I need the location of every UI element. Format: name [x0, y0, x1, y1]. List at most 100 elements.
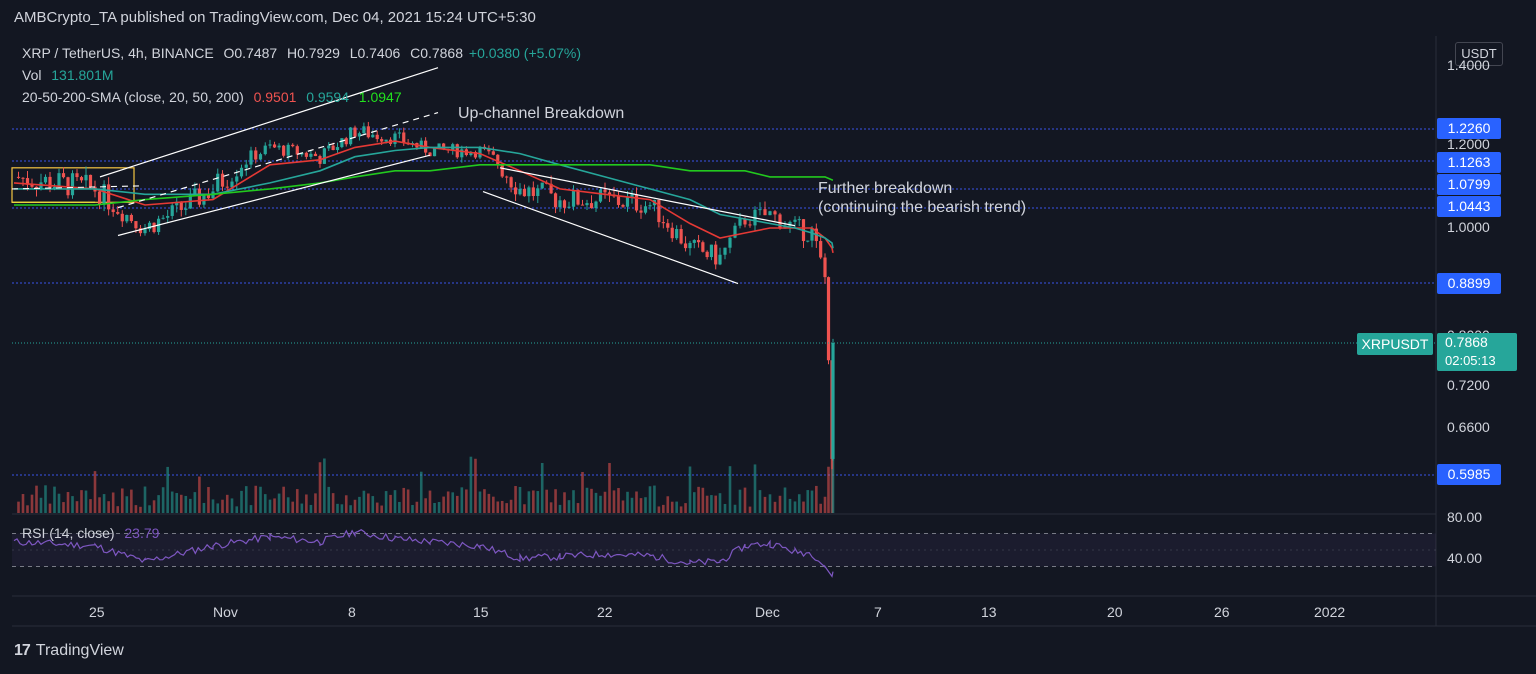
volume-bar [518, 486, 522, 513]
candle-body [295, 146, 299, 155]
volume-bar [778, 495, 782, 513]
candle-body [576, 189, 580, 205]
candle-body [327, 145, 331, 149]
volume-bar [815, 485, 818, 513]
candle-body [675, 229, 679, 239]
candle-body [134, 221, 138, 229]
rsi-tick-40: 40.00 [1447, 550, 1483, 566]
level-badge-4[interactable]: 1.0443 [1437, 196, 1501, 217]
legend-symbol[interactable]: XRP / TetherUS, 4h, BINANCE [22, 45, 214, 61]
time-tick-3: 8 [348, 604, 356, 620]
volume-bar [500, 500, 504, 513]
candle-body [397, 132, 401, 134]
volume-bar [277, 493, 281, 513]
volume-bar [437, 502, 441, 513]
volume-bar [384, 491, 388, 513]
volume-bar [139, 506, 142, 513]
candle-body [175, 201, 179, 206]
volume-bar [71, 496, 74, 513]
volume-bar [161, 487, 165, 513]
sma-line-3 [14, 164, 834, 206]
candle-body [239, 167, 244, 177]
volume-bar [701, 487, 705, 513]
volume-bar [75, 501, 79, 513]
symbol-badge[interactable]: XRPUSDT [1357, 333, 1433, 355]
legend-symbol-row: XRP / TetherUS, 4h, BINANCE O0.7487 H0.7… [22, 45, 583, 61]
volume-bar [30, 494, 34, 513]
rsi-label[interactable]: RSI (14, close) [22, 525, 115, 541]
volume-bar [221, 499, 224, 513]
volume-bar [331, 493, 335, 513]
plot-area[interactable] [12, 36, 1436, 626]
up-channel-top [99, 67, 439, 178]
volume-bar [514, 486, 517, 513]
volume-bar [295, 489, 299, 513]
currency-button[interactable]: USDT [1455, 42, 1503, 66]
candle-body [216, 173, 220, 192]
volume-bar [300, 503, 304, 513]
volume-bar [393, 490, 397, 513]
current-price: 0.7868 [1445, 334, 1488, 350]
volume-bar [21, 494, 25, 513]
volume-bar [84, 490, 88, 513]
candle-body [147, 222, 152, 230]
candle-body [244, 164, 248, 168]
volume-bar [576, 503, 580, 513]
candle-body [286, 144, 290, 156]
time-tick-6: Dec [755, 604, 780, 620]
candle-body [220, 173, 225, 187]
volume-bar [282, 486, 285, 513]
annotation-further-1[interactable]: Further breakdown [818, 180, 953, 197]
volume-bar [380, 505, 383, 513]
candle-body [349, 127, 353, 145]
level-badge-5[interactable]: 0.8899 [1437, 273, 1501, 294]
candle-body [88, 174, 93, 187]
volume-bar [349, 505, 352, 513]
current-price-badge[interactable]: 0.7868 02:05:13 [1437, 333, 1517, 371]
volume-bar [653, 485, 656, 513]
volume-bar [460, 487, 464, 513]
tradingview-logo[interactable]: 17 TradingView [14, 642, 124, 660]
volume-bar [202, 502, 206, 513]
legend-sma-label[interactable]: 20-50-200-SMA (close, 20, 50, 200) [22, 89, 244, 105]
annotation-further-2[interactable]: (continuing the bearish trend) [818, 199, 1027, 216]
volume-bar [340, 504, 344, 513]
volume-bar [783, 487, 787, 513]
annotation-up-channel[interactable]: Up-channel Breakdown [458, 105, 625, 122]
candle-body [826, 277, 831, 361]
volume-bar [567, 500, 571, 513]
candle-body [442, 143, 446, 149]
level-badge-2[interactable]: 1.1263 [1437, 152, 1501, 173]
candle-body [589, 203, 594, 209]
volume-bar [644, 497, 647, 513]
candle-body [768, 211, 772, 216]
volume-bar [80, 490, 83, 513]
candle-body [84, 174, 88, 181]
volume-bar [406, 489, 410, 513]
level-badge-3[interactable]: 1.0799 [1437, 174, 1501, 195]
volume-bar [120, 488, 124, 513]
volume-bar [599, 495, 602, 513]
volume-bar [189, 498, 192, 513]
volume-bar [718, 493, 722, 513]
volume-bar [318, 462, 322, 513]
candle-body [778, 214, 782, 229]
volume-bar [446, 491, 450, 513]
volume-bar [107, 501, 110, 513]
volume-bar [723, 503, 727, 513]
volume-bar [48, 503, 52, 513]
volume-bar [545, 489, 548, 513]
volume-bar [768, 494, 772, 513]
volume-bar [710, 495, 713, 513]
candle-body [206, 194, 211, 199]
level-badge-1[interactable]: 1.2260 [1437, 118, 1501, 139]
volume-bar [572, 490, 575, 513]
candle-body [366, 126, 370, 138]
level-badge-6[interactable]: 0.5985 [1437, 464, 1501, 485]
volume-bar [806, 490, 810, 513]
candle-body [30, 184, 34, 187]
time-tick-8: 13 [981, 604, 997, 620]
legend-vol-label[interactable]: Vol [22, 67, 42, 83]
candle-body [371, 134, 375, 138]
